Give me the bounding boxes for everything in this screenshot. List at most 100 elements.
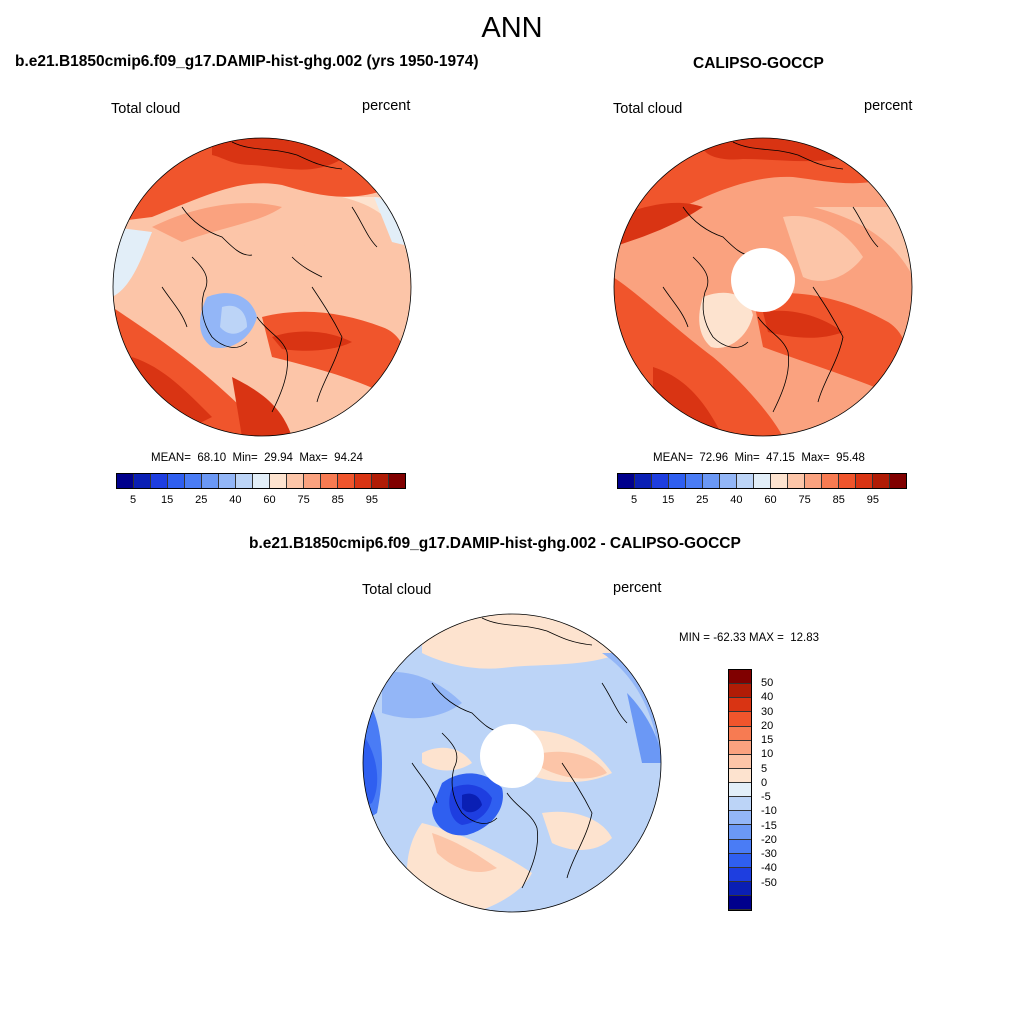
colorbar-tick-label: 40 <box>730 494 743 506</box>
diff-min-value: -62.33 <box>713 632 746 644</box>
colorbar-swatch <box>729 768 751 783</box>
model-units-label: percent <box>362 98 411 114</box>
colorbar-swatch <box>856 474 873 488</box>
obs-max-value: 95.48 <box>836 452 865 464</box>
colorbar-swatch <box>618 474 635 488</box>
colorbar-tick-label: -30 <box>761 848 777 861</box>
colorbar-swatch <box>635 474 652 488</box>
colorbar-swatch <box>253 474 270 488</box>
colorbar-swatch <box>729 740 751 755</box>
colorbar-swatch <box>729 825 751 840</box>
colorbar-swatch <box>729 839 751 854</box>
colorbar-swatch <box>372 474 389 488</box>
obs-colorbar-ticks: 5 15 25 40 60 75 85 95 <box>617 494 907 508</box>
diff-units-label: percent <box>613 580 662 596</box>
colorbar-swatch <box>389 474 405 488</box>
colorbar-swatch <box>185 474 202 488</box>
colorbar-swatch <box>338 474 355 488</box>
model-colorbar-ticks: 5 15 25 40 60 75 85 95 <box>116 494 406 508</box>
obs-mean-label: MEAN= <box>653 452 693 464</box>
colorbar-swatch <box>720 474 737 488</box>
diff-colorbar-ticks: 50 40 30 20 15 10 5 0 -5 -10 -15 -20 -30 -40 -50 <box>761 669 801 911</box>
colorbar-tick-label: 10 <box>761 748 774 761</box>
colorbar-swatch <box>729 896 751 911</box>
colorbar-tick-label: -5 <box>761 791 771 804</box>
model-max-label: Max= <box>299 452 328 464</box>
colorbar-tick-label: 20 <box>761 719 774 732</box>
colorbar-swatch <box>890 474 906 488</box>
colorbar-swatch <box>839 474 856 488</box>
colorbar-swatch <box>729 867 751 882</box>
colorbar-swatch <box>729 881 751 896</box>
colorbar-tick-label: 75 <box>297 494 310 506</box>
colorbar-swatch <box>729 698 751 713</box>
diff-min-label: MIN = <box>679 632 710 644</box>
colorbar-swatch <box>134 474 151 488</box>
colorbar-tick-label: -50 <box>761 876 777 889</box>
colorbar-tick-label: 15 <box>161 494 174 506</box>
colorbar-tick-label: 60 <box>764 494 777 506</box>
colorbar-swatch <box>168 474 185 488</box>
colorbar-swatch <box>729 783 751 798</box>
model-stats: MEAN= 68.10 Min= 29.94 Max= 94.24 <box>151 452 363 464</box>
obs-colorbar <box>617 473 907 489</box>
colorbar-swatch <box>729 754 751 769</box>
colorbar-tick-label: 40 <box>761 691 774 704</box>
colorbar-tick-label: 50 <box>761 677 774 690</box>
colorbar-swatch <box>652 474 669 488</box>
colorbar-tick-label: 5 <box>129 494 137 506</box>
colorbar-swatch <box>321 474 338 488</box>
colorbar-swatch <box>236 474 253 488</box>
colorbar-tick-label: -40 <box>761 862 777 875</box>
diff-polar-map <box>362 613 662 913</box>
figure-title: ANN <box>481 12 543 44</box>
colorbar-swatch <box>729 712 751 727</box>
colorbar-tick-label: 0 <box>761 776 768 789</box>
colorbar-swatch <box>822 474 839 488</box>
model-mean-label: MEAN= <box>151 452 191 464</box>
model-variable-label: Total cloud <box>111 101 181 117</box>
colorbar-swatch <box>771 474 788 488</box>
diff-max-label: MAX = <box>749 632 784 644</box>
colorbar-swatch <box>202 474 219 488</box>
colorbar-tick-label: -15 <box>761 819 777 832</box>
colorbar-tick-label: 60 <box>263 494 276 506</box>
obs-units-label: percent <box>864 98 913 114</box>
model-mean-value: 68.10 <box>197 452 227 464</box>
colorbar-swatch <box>729 853 751 868</box>
colorbar-swatch <box>287 474 304 488</box>
colorbar-swatch <box>117 474 134 488</box>
obs-min-value: 47.15 <box>766 452 795 464</box>
colorbar-swatch <box>754 474 771 488</box>
colorbar-swatch <box>729 670 751 685</box>
diff-colorbar <box>728 669 752 911</box>
colorbar-tick-label: 30 <box>761 705 774 718</box>
colorbar-tick-label: 5 <box>761 762 768 775</box>
obs-stats: MEAN= 72.96 Min= 47.15 Max= 95.48 <box>653 452 865 464</box>
colorbar-swatch <box>737 474 754 488</box>
colorbar-tick-label: -20 <box>761 833 777 846</box>
colorbar-tick-label: 25 <box>696 494 709 506</box>
colorbar-swatch <box>686 474 703 488</box>
obs-variable-label: Total cloud <box>613 101 683 117</box>
model-polar-map <box>112 137 412 437</box>
obs-max-label: Max= <box>801 452 830 464</box>
diff-stats: MIN = -62.33 MAX = 12.83 <box>679 632 819 644</box>
colorbar-swatch <box>703 474 720 488</box>
colorbar-tick-label: 25 <box>195 494 208 506</box>
colorbar-swatch <box>355 474 372 488</box>
colorbar-tick-label: 5 <box>630 494 638 506</box>
obs-mean-value: 72.96 <box>699 452 729 464</box>
colorbar-tick-label: -10 <box>761 805 777 818</box>
diff-max-value: 12.83 <box>790 632 820 644</box>
colorbar-tick-label: 95 <box>866 494 879 506</box>
colorbar-swatch <box>270 474 287 488</box>
colorbar-tick-label: 75 <box>798 494 811 506</box>
model-max-value: 94.24 <box>334 452 363 464</box>
obs-min-label: Min= <box>734 452 760 464</box>
colorbar-swatch <box>669 474 686 488</box>
colorbar-swatch <box>151 474 168 488</box>
colorbar-swatch <box>729 811 751 826</box>
colorbar-swatch <box>873 474 890 488</box>
model-panel-title: b.e21.B1850cmip6.f09_g17.DAMIP-hist-ghg.… <box>15 53 479 70</box>
